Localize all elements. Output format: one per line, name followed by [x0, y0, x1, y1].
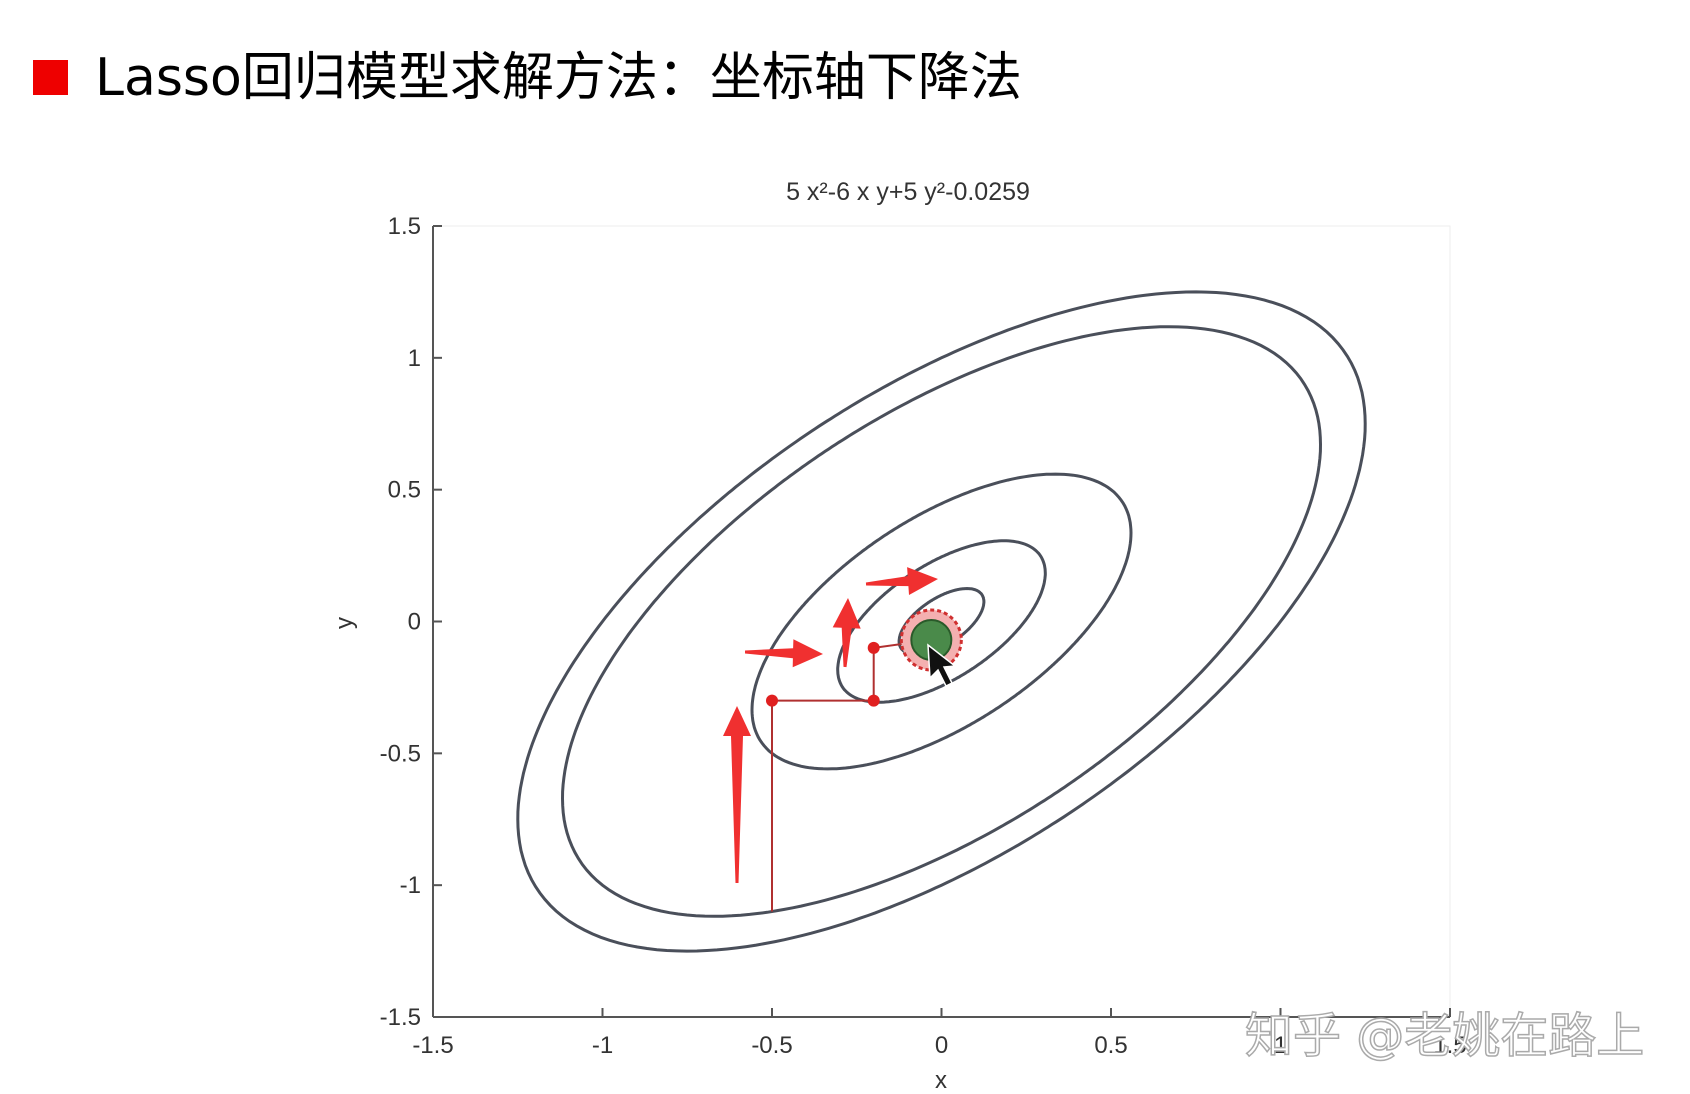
cursor [927, 643, 957, 688]
chart-title: 5 x²-6 x y+5 y²-0.0259 [786, 178, 1030, 206]
arrow [723, 706, 751, 883]
y-tick-label: 0 [408, 609, 421, 636]
watermark: 知乎 @老姚在路上 [1245, 1008, 1644, 1064]
y-tick-label: 0.5 [388, 477, 421, 504]
y-tick-label: 1 [408, 345, 421, 372]
x-tick-label: -1.5 [412, 1032, 453, 1059]
arrow [832, 598, 861, 668]
x-axis-label: x [935, 1067, 947, 1094]
y-tick-label: -1 [400, 872, 421, 899]
x-tick-label: -0.5 [751, 1032, 792, 1059]
contour-line [516, 290, 1367, 953]
path-point [867, 641, 880, 654]
y-tick-label: -0.5 [380, 740, 421, 767]
contour-line [836, 539, 1047, 704]
x-tick-label: 0.5 [1094, 1032, 1127, 1059]
x-tick-label: 1.5 [1433, 1032, 1466, 1059]
slide-title: Lasso回归模型求解方法：坐标轴下降法 [95, 48, 1022, 108]
arrow [745, 639, 823, 668]
arrow [865, 567, 938, 595]
x-tick-label: 0 [935, 1032, 948, 1059]
y-tick-label: -1.5 [380, 1004, 421, 1031]
contour-line [560, 325, 1323, 918]
path-point [867, 694, 880, 707]
x-tick-label: 1 [1274, 1032, 1287, 1059]
contour-line [750, 472, 1133, 771]
x-tick-label: -1 [592, 1032, 613, 1059]
bullet [33, 60, 68, 95]
path-point [766, 694, 778, 707]
y-axis-label: y [331, 617, 358, 629]
y-tick-label: 1.5 [388, 213, 421, 240]
